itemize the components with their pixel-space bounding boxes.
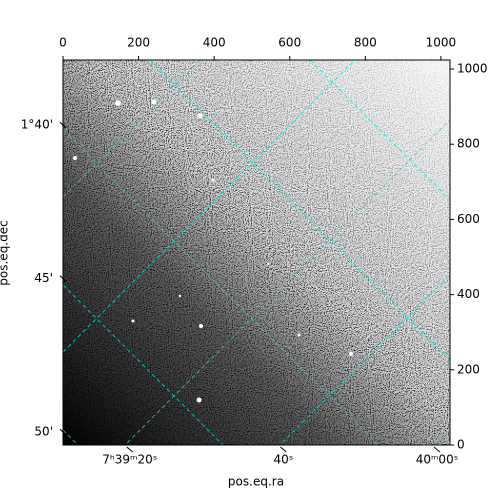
x-tick-label: 1000 [426, 36, 457, 50]
frame [62, 59, 451, 446]
ra-tick-label: 7ʰ39ᵐ20ˢ [102, 453, 157, 467]
dec-tick-label: 50' [34, 425, 53, 439]
x-tick-label: 600 [278, 36, 301, 50]
dec-tick [59, 121, 67, 129]
y-tick-label: 200 [457, 362, 480, 376]
coordinate-grid [63, 60, 450, 445]
y-tick-label: 0 [457, 438, 465, 452]
x-tick-label: 0 [59, 36, 67, 50]
y-tick-label: 800 [457, 137, 480, 151]
x-tick-label: 400 [203, 36, 226, 50]
ra-tick [433, 446, 441, 453]
y-tick-label: 600 [457, 212, 480, 226]
ra-tick [126, 446, 134, 453]
dec-tick [59, 275, 67, 282]
y-axis-label: pos.eq.dec [0, 220, 11, 285]
ra-tick-label: 40ˢ [274, 453, 294, 467]
x-tick-label: 800 [354, 36, 377, 50]
x-tick-label: 200 [127, 36, 150, 50]
dec-tick-label: 45' [34, 271, 53, 285]
image [63, 60, 450, 445]
y-tick-label: 1000 [457, 62, 488, 76]
y-tick-label: 400 [457, 287, 480, 301]
x-axis-label: pos.eq.ra [228, 475, 284, 489]
dec-tick [59, 428, 67, 436]
dec-tick-label: 1°40' [21, 118, 53, 132]
ra-tick [280, 446, 287, 453]
stars [73, 99, 353, 403]
ra-tick-label: 40ᵐ00ˢ [416, 453, 459, 467]
